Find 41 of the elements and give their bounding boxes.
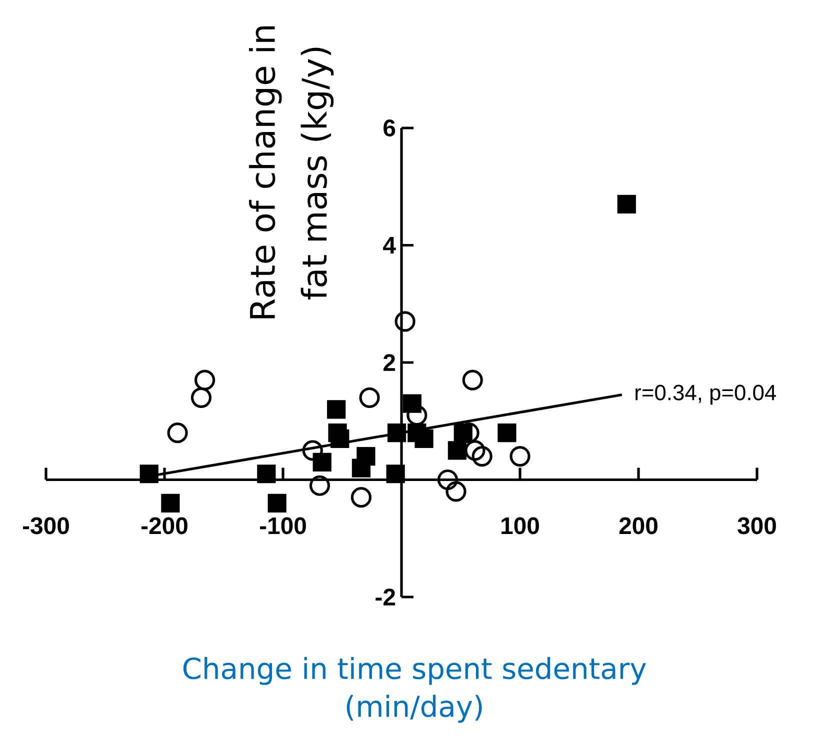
point xyxy=(414,429,434,448)
point xyxy=(462,370,483,390)
point xyxy=(309,475,330,496)
x-tick-label: -300 xyxy=(23,517,69,534)
point xyxy=(437,469,458,490)
point xyxy=(472,446,492,467)
point xyxy=(350,487,372,508)
point xyxy=(617,194,636,214)
point xyxy=(312,452,332,472)
point xyxy=(194,370,216,390)
point xyxy=(190,387,212,408)
x-tick-label: 100 xyxy=(502,517,539,534)
x-axis-title: Change in time spent sedentary (min/day) xyxy=(183,656,646,723)
y-tick-label: 4 xyxy=(383,237,396,254)
point xyxy=(359,387,380,408)
point xyxy=(330,429,350,448)
point xyxy=(446,481,466,502)
y-tick-label: 2 xyxy=(384,354,396,371)
point xyxy=(498,424,516,442)
point xyxy=(302,440,323,461)
point xyxy=(464,440,486,461)
x-tick-label: -100 xyxy=(260,517,306,534)
point xyxy=(387,424,406,442)
point xyxy=(327,400,346,419)
point xyxy=(352,458,371,478)
point xyxy=(257,464,276,484)
point xyxy=(140,464,158,484)
x-tick-label: 300 xyxy=(738,517,776,534)
annotation: r=0.34, p=0.04 xyxy=(636,384,776,405)
y-tick-label: -2 xyxy=(376,588,396,606)
point xyxy=(386,464,405,484)
point xyxy=(268,494,286,512)
point xyxy=(448,441,466,460)
point xyxy=(510,446,530,467)
y-tick-label: 6 xyxy=(384,120,396,136)
point xyxy=(394,311,416,332)
point xyxy=(167,422,188,444)
x-tick-label: 200 xyxy=(619,517,658,534)
point xyxy=(161,494,180,512)
x-tick-label: -200 xyxy=(142,517,188,534)
y-axis-title: Rate of change in fat mass (kg/y) xyxy=(249,26,334,318)
